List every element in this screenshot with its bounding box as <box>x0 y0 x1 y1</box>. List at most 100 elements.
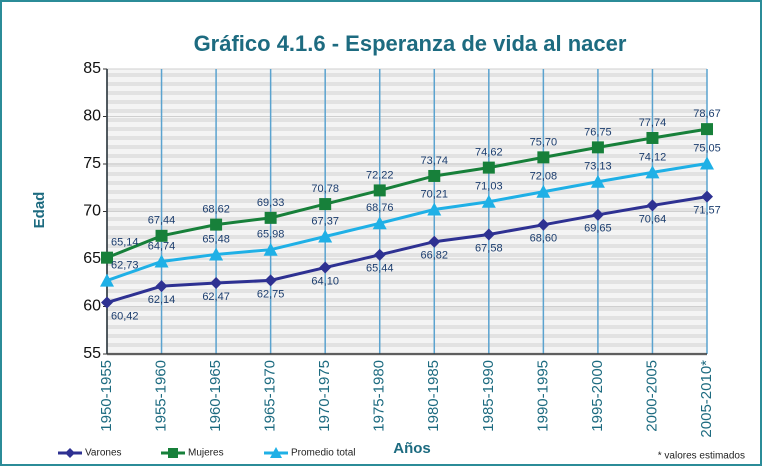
y-tick-label: 60 <box>83 298 101 315</box>
x-tick-label: 2005-2010* <box>698 360 715 438</box>
marker <box>373 248 386 261</box>
data-label: 62,47 <box>202 291 230 303</box>
marker <box>101 296 113 309</box>
stripe <box>107 262 707 266</box>
stripe <box>107 217 707 221</box>
data-label: 65,14 <box>111 237 139 249</box>
marker <box>101 251 113 264</box>
data-label: 60,42 <box>111 310 139 322</box>
x-axis-label: Años <box>393 440 431 457</box>
stripe <box>107 73 707 77</box>
stripe <box>107 253 707 257</box>
data-label: 68,76 <box>366 202 394 214</box>
data-label: 71,57 <box>693 204 721 216</box>
marker <box>427 202 442 216</box>
marker <box>168 448 178 458</box>
stripe <box>107 280 707 284</box>
data-label: 75,70 <box>530 136 558 148</box>
marker <box>482 228 495 241</box>
data-label: 73,13 <box>584 161 612 173</box>
data-label: 65,44 <box>366 263 394 275</box>
data-label: 77,74 <box>639 117 667 129</box>
x-tick-label: 1995-2000 <box>589 360 606 432</box>
data-label: 76,75 <box>584 126 612 138</box>
data-label: 66,82 <box>421 250 449 262</box>
stripe <box>107 145 707 149</box>
note: * valores estimados <box>658 451 745 462</box>
stripe <box>107 199 707 203</box>
marker <box>209 247 224 261</box>
stripe <box>107 190 707 194</box>
x-tick-label: 1955-1960 <box>153 360 170 432</box>
marker <box>210 218 223 231</box>
data-label: 62,75 <box>257 288 285 300</box>
marker <box>591 208 604 221</box>
marker <box>264 211 277 224</box>
data-label: 68,60 <box>530 233 558 245</box>
stripe <box>107 298 707 302</box>
data-label: 73,74 <box>421 155 449 167</box>
legend-label: Varones <box>85 448 122 459</box>
marker <box>155 229 168 242</box>
marker <box>210 277 223 290</box>
legend-label: Mujeres <box>188 448 224 459</box>
x-tick-label: 1970-1975 <box>316 360 333 432</box>
stripe <box>107 208 707 212</box>
stripe <box>107 226 707 230</box>
stripe <box>107 235 707 239</box>
marker <box>482 161 495 174</box>
stripe <box>107 118 707 122</box>
stripe <box>107 244 707 248</box>
data-label: 74,62 <box>475 147 503 159</box>
x-tick-label: 2000-2005 <box>643 360 660 432</box>
marker <box>372 216 387 230</box>
y-tick-label: 65 <box>83 250 101 267</box>
stripe <box>107 307 707 311</box>
marker <box>591 141 604 154</box>
data-label: 62,73 <box>111 259 139 271</box>
marker <box>263 242 278 256</box>
data-label: 78,67 <box>693 108 721 120</box>
data-label: 69,33 <box>257 197 285 209</box>
data-label: 68,62 <box>202 204 230 216</box>
y-tick-label: 70 <box>83 203 101 220</box>
x-tick-label: 1965-1970 <box>262 360 279 432</box>
marker <box>65 448 75 458</box>
marker <box>646 131 659 144</box>
marker <box>537 151 550 164</box>
series-line <box>106 195 708 304</box>
y-tick-label: 55 <box>83 345 101 362</box>
stripe <box>107 100 707 104</box>
y-tick-label: 85 <box>83 60 101 77</box>
data-label: 71,03 <box>475 181 503 193</box>
marker <box>646 199 659 212</box>
data-label: 62,14 <box>148 294 176 306</box>
marker <box>428 169 441 182</box>
marker <box>100 273 114 287</box>
marker <box>270 447 282 458</box>
x-tick-label: 1985-1990 <box>480 360 497 432</box>
marker <box>481 194 496 208</box>
stripe <box>107 91 707 95</box>
marker <box>428 235 441 248</box>
y-tick-label: 80 <box>83 108 101 125</box>
x-tick-label: 1960-1965 <box>207 360 224 432</box>
marker <box>264 274 277 287</box>
data-label: 64,74 <box>148 240 176 252</box>
x-tick-label: 1990-1995 <box>534 360 551 432</box>
data-label: 70,78 <box>311 183 339 195</box>
stripe <box>107 136 707 140</box>
data-label: 70,64 <box>639 213 667 225</box>
marker <box>373 184 386 197</box>
marker <box>645 165 660 179</box>
data-label: 69,65 <box>584 223 612 235</box>
stripe <box>107 334 707 338</box>
marker <box>319 261 332 274</box>
marker <box>155 280 168 293</box>
data-label: 72,22 <box>366 169 394 181</box>
y-tick-label: 75 <box>83 155 101 172</box>
data-label: 75,05 <box>693 142 721 154</box>
data-label: 74,12 <box>639 151 667 163</box>
chart-title: Gráfico 4.1.6 - Esperanza de vida al nac… <box>194 31 627 56</box>
